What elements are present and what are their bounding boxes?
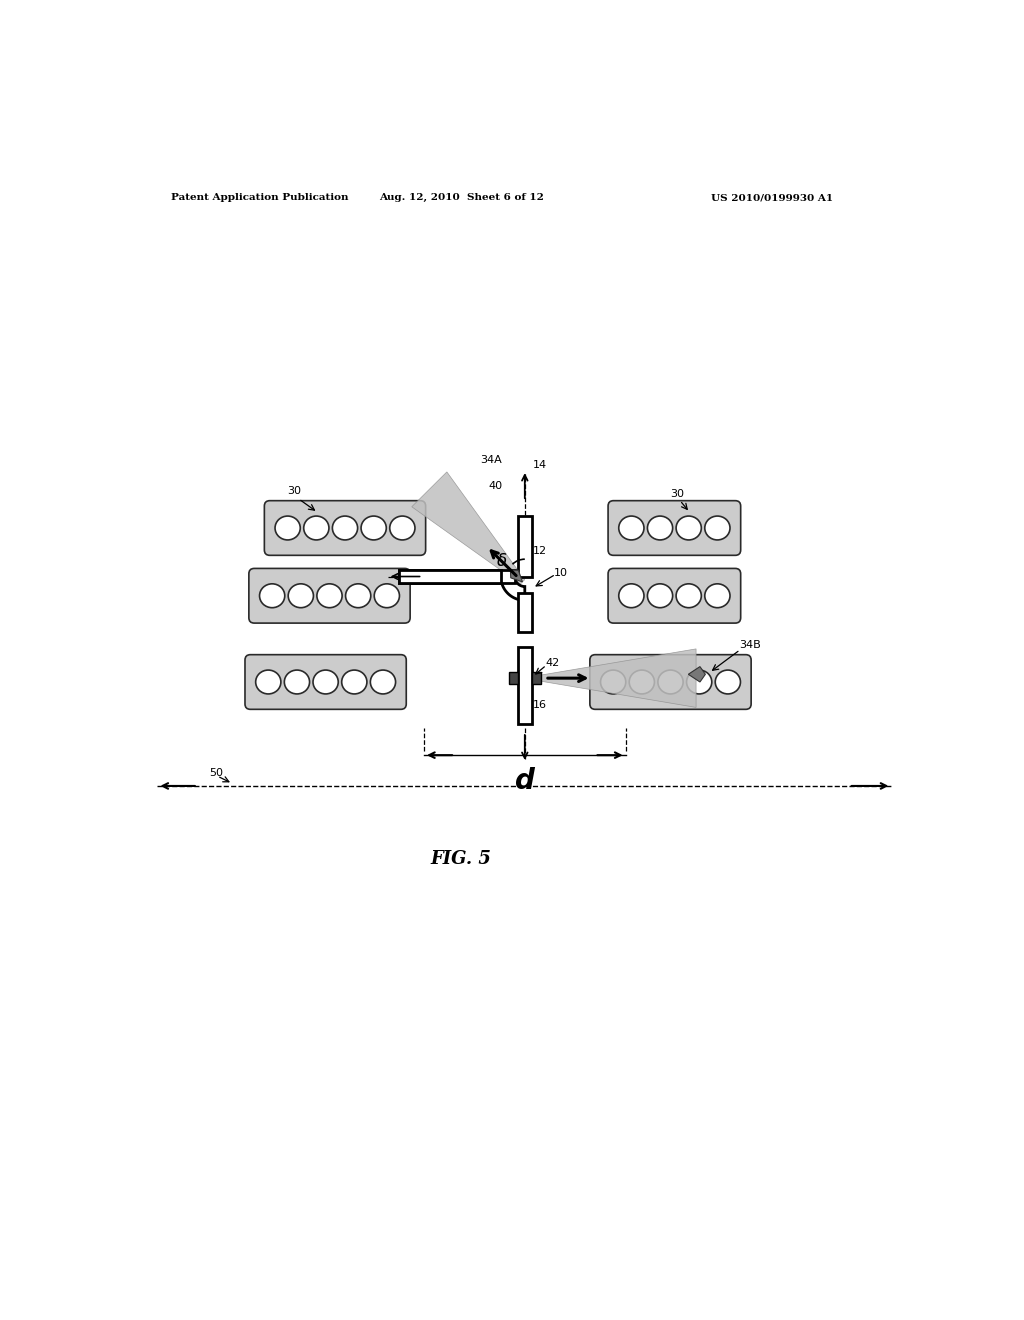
Polygon shape — [501, 577, 524, 601]
Ellipse shape — [313, 671, 338, 694]
Ellipse shape — [647, 583, 673, 607]
Ellipse shape — [345, 583, 371, 607]
Ellipse shape — [256, 671, 281, 694]
FancyBboxPatch shape — [249, 569, 411, 623]
Text: 50: 50 — [209, 768, 223, 777]
Text: 34B: 34B — [738, 640, 761, 649]
Bar — [399, 570, 515, 583]
Ellipse shape — [629, 671, 654, 694]
Polygon shape — [688, 667, 706, 682]
Ellipse shape — [390, 516, 415, 540]
Ellipse shape — [618, 583, 644, 607]
Ellipse shape — [275, 516, 300, 540]
Ellipse shape — [285, 671, 309, 694]
Text: 14: 14 — [532, 459, 547, 470]
Text: d: d — [515, 767, 535, 795]
Ellipse shape — [705, 583, 730, 607]
Ellipse shape — [361, 516, 386, 540]
Text: 30: 30 — [671, 488, 684, 499]
Ellipse shape — [304, 516, 329, 540]
FancyBboxPatch shape — [608, 500, 740, 556]
Bar — [518, 594, 531, 632]
FancyBboxPatch shape — [608, 569, 740, 623]
Text: US 2010/0199930 A1: US 2010/0199930 A1 — [711, 193, 834, 202]
Text: 34A: 34A — [480, 455, 503, 465]
Polygon shape — [541, 649, 696, 708]
Ellipse shape — [647, 516, 673, 540]
Text: Patent Application Publication: Patent Application Publication — [171, 193, 348, 202]
Ellipse shape — [333, 516, 357, 540]
Polygon shape — [412, 473, 524, 583]
Bar — [518, 647, 531, 725]
Text: 40: 40 — [488, 480, 503, 491]
Ellipse shape — [676, 583, 701, 607]
Text: 30: 30 — [287, 486, 301, 496]
Bar — [518, 516, 531, 577]
Text: 42: 42 — [545, 657, 559, 668]
Text: 12: 12 — [532, 546, 547, 556]
Ellipse shape — [600, 671, 626, 694]
Text: 10: 10 — [554, 568, 568, 578]
Ellipse shape — [371, 671, 395, 694]
Ellipse shape — [705, 516, 730, 540]
Polygon shape — [510, 570, 522, 582]
Text: $\delta$: $\delta$ — [496, 552, 507, 570]
Ellipse shape — [259, 583, 285, 607]
Ellipse shape — [288, 583, 313, 607]
Ellipse shape — [715, 671, 740, 694]
Ellipse shape — [374, 583, 399, 607]
Ellipse shape — [676, 516, 701, 540]
Ellipse shape — [342, 671, 367, 694]
Ellipse shape — [657, 671, 683, 694]
FancyBboxPatch shape — [590, 655, 752, 709]
Bar — [509, 672, 518, 684]
Bar — [531, 672, 541, 684]
Text: Aug. 12, 2010  Sheet 6 of 12: Aug. 12, 2010 Sheet 6 of 12 — [379, 193, 544, 202]
Bar — [399, 570, 501, 583]
Text: 16: 16 — [532, 700, 547, 710]
Ellipse shape — [618, 516, 644, 540]
Ellipse shape — [316, 583, 342, 607]
FancyBboxPatch shape — [245, 655, 407, 709]
Text: FIG. 5: FIG. 5 — [431, 850, 492, 869]
Ellipse shape — [686, 671, 712, 694]
FancyBboxPatch shape — [264, 500, 426, 556]
